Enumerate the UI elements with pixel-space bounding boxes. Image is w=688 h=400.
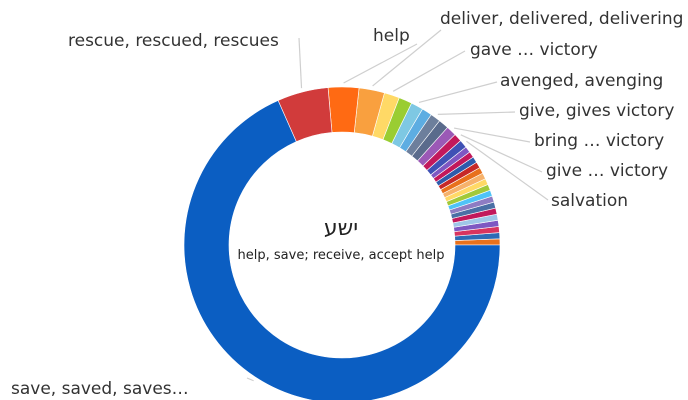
slice-label: salvation bbox=[551, 191, 628, 211]
leader-line bbox=[299, 38, 302, 88]
leader-line bbox=[393, 51, 465, 91]
donut-slice bbox=[328, 87, 359, 133]
leader-line bbox=[247, 378, 254, 381]
leader-line bbox=[344, 44, 417, 83]
slice-label: gave … victory bbox=[470, 40, 598, 60]
slice-label: give … victory bbox=[546, 161, 668, 181]
leader-line bbox=[419, 82, 497, 102]
slice-label: give, gives victory bbox=[519, 101, 674, 121]
slice-label: avenged, avenging bbox=[500, 71, 663, 91]
leader-line bbox=[454, 128, 530, 142]
center-subtitle: help, save; receive, accept help bbox=[226, 248, 456, 263]
slice-label: help bbox=[373, 26, 410, 46]
slice-label: rescue, rescued, rescues bbox=[68, 31, 279, 51]
slice-label: save, saved, saves… bbox=[11, 379, 189, 399]
slice-group bbox=[184, 87, 500, 400]
leader-line bbox=[438, 112, 515, 114]
center-title: ישע bbox=[241, 216, 441, 241]
slice-label: bring … victory bbox=[534, 131, 664, 151]
slice-label: deliver, delivered, delivering bbox=[440, 9, 683, 29]
